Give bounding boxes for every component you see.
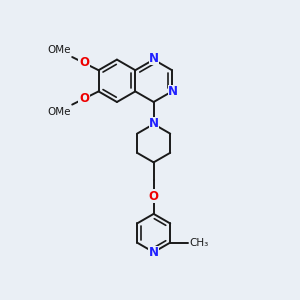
- Text: N: N: [168, 85, 178, 98]
- Text: CH₃: CH₃: [189, 238, 208, 248]
- Text: O: O: [148, 190, 159, 203]
- Text: O: O: [79, 56, 89, 70]
- Text: N: N: [148, 52, 159, 65]
- Text: N: N: [148, 246, 159, 259]
- Text: OMe: OMe: [47, 107, 71, 117]
- Text: O: O: [79, 92, 89, 105]
- Text: N: N: [148, 117, 159, 130]
- Text: OMe: OMe: [47, 45, 71, 55]
